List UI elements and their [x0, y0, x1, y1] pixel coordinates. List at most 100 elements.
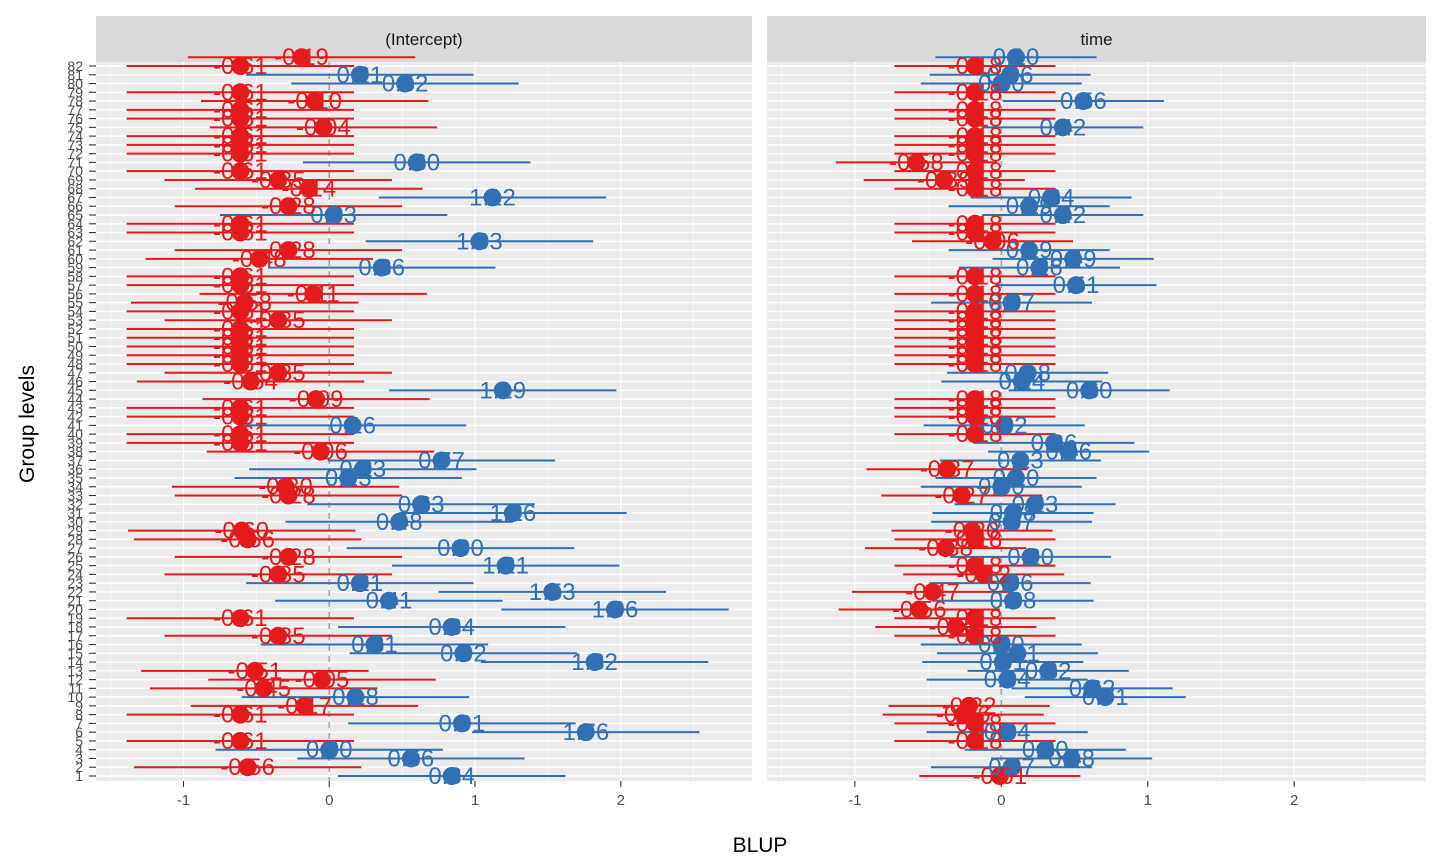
blup-value-label: -0.09	[289, 386, 344, 413]
blup-value-label: 1.12	[469, 184, 516, 211]
blup-value-label: -0.18	[948, 342, 1003, 369]
y-level-label: 53	[67, 312, 83, 328]
blup-value-label: 0.00	[978, 71, 1025, 98]
y-level-label: 8	[75, 707, 83, 723]
blup-value-label: 0.63	[398, 491, 445, 518]
y-level-label: 77	[67, 102, 83, 118]
blup-point	[585, 653, 604, 672]
blup-value-label: 0.23	[339, 456, 386, 483]
blup-value-label: -0.47	[905, 579, 960, 606]
blup-point	[314, 118, 333, 137]
blup-point	[965, 556, 984, 575]
blup-value-label: 0.18	[332, 684, 379, 711]
blup-value-label: 0.84	[428, 763, 475, 790]
blup-point	[269, 363, 288, 382]
y-level-label: 37	[67, 452, 83, 468]
blup-value-label: -0.18	[948, 395, 1003, 422]
y-level-label: 64	[67, 216, 83, 232]
blup-value-label: 0.07	[988, 290, 1035, 317]
blup-value-label: 0.56	[1060, 88, 1107, 115]
blup-point	[353, 460, 372, 479]
y-level-label: 23	[67, 575, 83, 591]
y-level-label: 52	[67, 321, 83, 337]
y-level-label: 12	[67, 672, 83, 688]
blup-point	[390, 512, 409, 531]
y-level-label: 31	[67, 505, 83, 521]
blup-point	[279, 547, 298, 566]
blup-point	[1053, 118, 1072, 137]
blup-point	[965, 100, 984, 119]
y-level-label: 65	[67, 207, 83, 223]
blup-point	[241, 372, 260, 391]
blup-value-label: 1.03	[456, 228, 503, 255]
blup-point	[346, 688, 365, 707]
blup-value-label: 1.53	[529, 579, 576, 606]
blup-value-label: -0.31	[929, 614, 984, 641]
y-level-label: 18	[67, 619, 83, 635]
blup-value-label: -0.18	[948, 281, 1003, 308]
x-axis-title: BLUP	[733, 834, 788, 857]
blup-point	[965, 302, 984, 321]
blup-value-label: -0.61	[213, 430, 268, 457]
blup-value-label: 0.21	[336, 570, 383, 597]
facet-panels: (Intercept) -1 0 1 2 0.84 -0.56 0.56 0.00 -0.61 1.…	[96, 16, 1426, 809]
facet-strip	[96, 16, 752, 62]
blup-point	[1036, 740, 1055, 759]
blup-value-label: 0.90	[437, 535, 484, 562]
blup-value-label: -0.61	[213, 333, 268, 360]
blup-value-label: -0.56	[220, 526, 275, 553]
blup-value-label: 0.60	[393, 149, 440, 176]
blup-value-label: 0.46	[1045, 439, 1092, 466]
blup-value-label: -0.18	[948, 97, 1003, 124]
blup-point	[1083, 679, 1102, 698]
blup-value-label: -0.18	[948, 123, 1003, 150]
blup-value-label: 0.00	[978, 632, 1025, 659]
blup-point	[1020, 241, 1039, 260]
y-level-label: 43	[67, 400, 83, 416]
blup-value-label: 0.18	[1004, 360, 1051, 387]
y-level-label: 45	[67, 382, 83, 398]
blup-value-label: -0.18	[948, 421, 1003, 448]
y-level-label: 47	[67, 365, 83, 381]
blup-value-label: 0.42	[1039, 202, 1086, 229]
blup-point	[1074, 92, 1093, 111]
blup-value-label: 1.96	[592, 596, 639, 623]
blup-point	[324, 206, 343, 225]
blup-point	[442, 617, 461, 636]
blup-point	[965, 626, 984, 645]
blup-value-label: -0.28	[261, 193, 316, 220]
blup-point	[992, 635, 1011, 654]
facet-title: (Intercept)	[385, 30, 462, 49]
y-level-label: 15	[67, 645, 83, 661]
blup-point	[412, 495, 431, 514]
blup-value-label: -0.18	[948, 728, 1003, 755]
blup-value-label: 0.20	[1007, 544, 1054, 571]
blup-point	[998, 670, 1017, 689]
y-level-label: 67	[67, 189, 83, 205]
blup-point	[231, 425, 250, 444]
y-level-label: 61	[67, 242, 83, 258]
blup-value-label: 0.91	[439, 710, 486, 737]
blup-value-label: 0.11	[995, 640, 1040, 667]
blup-point	[993, 653, 1012, 672]
blup-point	[965, 127, 984, 146]
blup-point	[312, 670, 331, 689]
blup-value-label: -0.18	[948, 526, 1003, 553]
blup-point	[307, 390, 326, 409]
blup-point	[938, 460, 957, 479]
y-level-label: 2	[75, 759, 83, 775]
blup-value-label: -0.18	[948, 220, 1003, 247]
blup-value-label: 0.56	[388, 745, 435, 772]
y-level-label: 14	[67, 654, 83, 670]
blup-value-label: 0.71	[1082, 684, 1129, 711]
blup-point	[1008, 644, 1027, 663]
y-level-label: 35	[67, 470, 83, 486]
y-level-label: 13	[67, 663, 83, 679]
y-level-label: 54	[67, 303, 83, 319]
blup-value-label: 0.21	[336, 62, 383, 89]
y-level-label: 80	[67, 76, 83, 92]
x-tick-label: 2	[617, 792, 625, 809]
blup-point	[483, 188, 502, 207]
y-level-label: 62	[67, 233, 83, 249]
blup-point	[232, 521, 251, 540]
